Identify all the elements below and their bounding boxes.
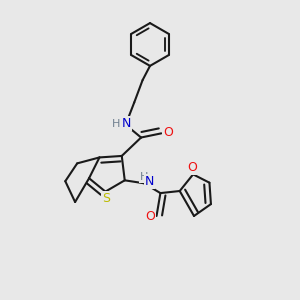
Text: N: N (122, 117, 131, 130)
Text: O: O (163, 126, 173, 139)
Text: H: H (140, 172, 148, 182)
Text: O: O (188, 161, 197, 174)
Text: S: S (102, 192, 110, 205)
Text: N: N (145, 175, 154, 188)
Text: O: O (145, 210, 155, 224)
Text: H: H (112, 119, 120, 129)
